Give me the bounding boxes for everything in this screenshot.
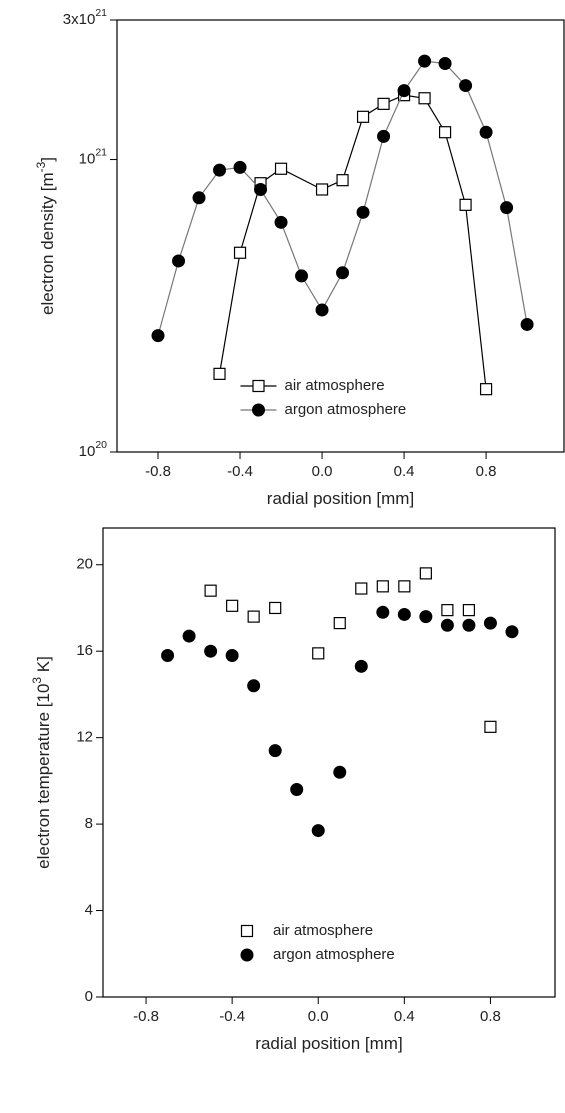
data-point (295, 269, 309, 283)
data-point (500, 201, 514, 215)
data-point (290, 783, 304, 797)
x-tick-label: 0.0 (308, 1008, 329, 1025)
data-point (172, 254, 186, 268)
y-axis-title: electron temperature [103 K] (30, 656, 53, 869)
legend-marker (240, 924, 254, 938)
data-point (376, 605, 390, 619)
y-tick-label: 20 (76, 556, 93, 573)
data-point (333, 765, 347, 779)
x-tick-label: -0.4 (219, 1008, 245, 1025)
x-axis-title: radial position [mm] (267, 489, 414, 508)
legend-label: argon atmosphere (285, 401, 407, 418)
x-tick-label: -0.4 (227, 463, 253, 480)
x-tick-label: 0.0 (312, 463, 333, 480)
data-point (233, 160, 247, 174)
data-point (204, 584, 217, 597)
data-point (161, 649, 175, 663)
data-point (354, 659, 368, 673)
legend-label: air atmosphere (285, 377, 385, 394)
x-tick-label: -0.8 (133, 1008, 159, 1025)
data-point (213, 367, 226, 380)
data-point (462, 604, 476, 617)
data-point (247, 610, 260, 623)
legend-marker (240, 948, 254, 962)
data-point (312, 647, 325, 660)
data-point (398, 580, 411, 593)
data-point (192, 191, 206, 205)
data-point (438, 126, 452, 139)
data-point (377, 129, 391, 143)
y-tick-label: 1020 (79, 439, 108, 460)
y-tick-label: 4 (85, 902, 93, 919)
data-point (520, 317, 534, 331)
data-point (315, 303, 329, 317)
data-point (440, 618, 454, 632)
data-point (441, 604, 454, 617)
data-point (459, 198, 472, 211)
data-point (268, 744, 282, 758)
x-tick-label: 0.8 (480, 1008, 501, 1025)
data-point (356, 110, 370, 123)
x-tick-label: 0.4 (394, 463, 415, 480)
y-tick-label: 8 (85, 815, 93, 832)
y-tick-label: 0 (85, 988, 93, 1005)
data-point (151, 329, 165, 343)
data-point (274, 162, 288, 175)
data-point (438, 57, 452, 71)
plot-frame (116, 19, 565, 453)
data-point (419, 610, 433, 624)
data-point (462, 618, 476, 632)
data-point (336, 174, 349, 187)
x-tick-label: 0.8 (476, 463, 497, 480)
y-tick-label: 1021 (79, 146, 108, 167)
data-point (233, 246, 247, 259)
legend-marker (252, 403, 265, 417)
data-point (419, 567, 432, 580)
y-tick-label: 12 (76, 729, 93, 746)
data-point (204, 644, 218, 658)
data-point (269, 601, 282, 615)
series-line (157, 60, 528, 336)
data-point (333, 616, 346, 630)
x-tick-label: -0.8 (145, 463, 171, 480)
x-tick-label: 0.4 (394, 1008, 415, 1025)
y-tick-label: 16 (76, 642, 93, 659)
data-point (254, 182, 268, 196)
legend-label: argon atmosphere (273, 946, 395, 963)
plot-frame (102, 527, 556, 998)
data-point (479, 125, 493, 139)
data-point (247, 679, 261, 693)
data-point (483, 616, 497, 630)
data-point (418, 54, 432, 68)
data-point (397, 84, 411, 98)
data-point (213, 163, 227, 177)
data-point (376, 580, 389, 593)
y-tick-label: 3x1021 (63, 7, 107, 28)
data-point (355, 582, 368, 595)
legend-marker (252, 379, 265, 393)
data-point (315, 183, 329, 196)
data-point (377, 97, 390, 110)
data-point (479, 383, 493, 396)
data-point (505, 625, 519, 639)
data-point (356, 205, 370, 219)
legend-label: air atmosphere (273, 922, 373, 939)
data-point (336, 266, 350, 280)
data-point (459, 79, 473, 93)
data-point (225, 649, 239, 663)
y-axis-title: electron density [m-3] (34, 157, 57, 315)
data-point (418, 92, 431, 105)
data-point (182, 629, 196, 643)
data-point (226, 599, 239, 612)
data-point (311, 824, 325, 838)
data-point (274, 215, 288, 229)
data-point (397, 607, 411, 621)
x-axis-title: radial position [mm] (255, 1034, 402, 1053)
data-point (484, 720, 497, 733)
